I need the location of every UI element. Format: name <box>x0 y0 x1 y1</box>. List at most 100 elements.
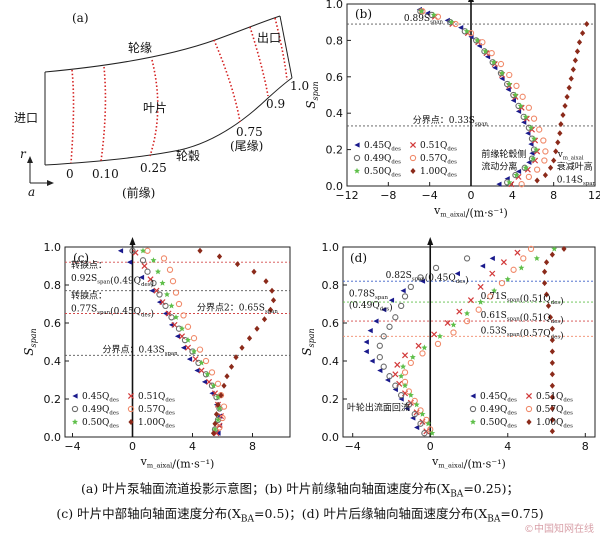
panel-d-legend-label-3-main: 0.57Q <box>536 405 563 415</box>
panel-c-legend-label-2-sub: des <box>109 411 119 417</box>
panel-c-s5-point-20 <box>210 430 217 437</box>
panel-c-s4-point-2 <box>155 268 161 275</box>
panel-d-xtick-label-2: 4 <box>504 440 511 453</box>
panel-b-ytick-label-0: 0.0 <box>326 180 344 193</box>
panel-b-ref-label-0: 0.89Sspan <box>404 14 444 26</box>
panel-d-legend-label-5: 1.00Qdes <box>536 418 573 430</box>
panel-b-xtick-label-1: −8 <box>380 189 396 202</box>
panel-c-ylabel-sub: span <box>29 328 38 347</box>
panel-c-zero-axis-arrowhead <box>129 237 136 245</box>
panel-b-s5-point-18 <box>534 177 540 184</box>
panel-b-legend-label-0: 0.45Qdes <box>364 141 401 153</box>
panel-c-legend-label-5-sub: des <box>165 424 175 430</box>
panel-d-s1-point-8 <box>415 342 422 349</box>
panel-b-legend-label-5-sub: des <box>447 173 457 179</box>
panel-d-s5-point-5 <box>543 291 550 298</box>
panel-d-s4-point-6 <box>464 310 471 317</box>
panel-d-ref-label-3-tail-sub: des <box>551 334 561 340</box>
panel-d-legend-marker-0 <box>470 393 476 399</box>
panel-b-legend-label-4-main: 0.50Q <box>364 167 391 177</box>
panel-b-annotation-3: 0.14Sspan <box>557 175 597 187</box>
panel-d-s1-point-6-b <box>444 319 451 327</box>
panel-d-s5-point-9 <box>549 337 555 344</box>
panel-c-legend-marker-1-b <box>127 392 135 400</box>
panel-b-s5-point-11 <box>558 121 564 128</box>
panel-d-ref-label-2-main: 0.61S <box>481 311 507 321</box>
panel-c-s0-point-8 <box>180 345 187 351</box>
panel-c-s3-point-3 <box>169 278 177 285</box>
panel-b-s3-point-9 <box>519 93 526 100</box>
tick-label-09: 0.9 <box>266 97 285 111</box>
tick-label-010: 0.10 <box>92 167 119 181</box>
panel-b-xlabel-sub: m_aixal <box>440 211 465 219</box>
panel-b-xtick-label-4: 4 <box>509 189 516 202</box>
panel-b-legend-label-2-main: 0.49Q <box>364 154 391 164</box>
panel-c-s2-point-1 <box>139 257 147 264</box>
panel-d-s1-point-5-b <box>456 308 463 315</box>
panel-c-ref-label-2: 分界点2：0.65Sspan <box>197 303 278 316</box>
panel-d-ytick-label-3: 0.6 <box>322 317 340 330</box>
panel-c-s3-point-15 <box>219 414 226 422</box>
panel-b-annotation-4-sub: m_aixal <box>563 155 584 161</box>
panel-b-s0-point-3 <box>458 25 464 31</box>
panel-b-legend-marker-1-b <box>409 141 417 149</box>
panel-d-ref-label-3-sub: span <box>507 332 520 338</box>
panel-d-series-3 <box>401 245 535 433</box>
panel-b-s0-point-9 <box>505 86 511 93</box>
panel-c-s2-point-4 <box>156 291 163 298</box>
panel-d-legend-label-4-sub: des <box>507 424 517 430</box>
panel-c-s1-point-4-b <box>159 299 166 306</box>
panel-c-xlabel-main: v <box>140 455 148 468</box>
shroud-wall-line <box>44 15 281 73</box>
panel-c-s2-point-3 <box>150 279 157 287</box>
panel-b-ref-label-1-main: 分界点：0.33S <box>413 115 475 126</box>
station-010 <box>100 66 107 162</box>
panel-c-s4-point-15 <box>215 416 221 423</box>
panel-b-s1-point-17-b <box>515 173 522 180</box>
panel-d-xlabel-sub: m_aixal <box>438 462 463 470</box>
panel-d-s0-point-1 <box>479 263 486 269</box>
panel-d-s3-point-2 <box>510 266 517 273</box>
caption-1-text: (a) 叶片泵轴面流道投影示意图；(b) 叶片前缘轴向轴面速度分布(X <box>81 481 451 496</box>
panel-c-s5-point-4 <box>263 278 269 285</box>
panel-c-s1-point-6-b <box>171 321 178 328</box>
panel-d-s1-point-6 <box>444 319 451 327</box>
panel-d-s4-point-3 <box>504 276 511 282</box>
panel-d-s1-point-7-b <box>431 331 438 338</box>
tick-label-10: 1.0 <box>290 79 309 93</box>
panel-c-xtick-label-2: 4 <box>189 440 196 453</box>
panel-d-s5-point-1 <box>549 251 555 258</box>
panel-c-legend-label-2: 0.49Qdes <box>82 405 119 417</box>
panel-d-s0-point-9 <box>363 339 369 345</box>
panel-b-legend-label-5: 1.00Qdes <box>420 167 457 179</box>
panel-d-legend-label-1: 0.51Qdes <box>536 392 573 404</box>
panel-c-s1-point-1-b <box>141 262 148 270</box>
panel-c-s1-point-11-b <box>205 378 213 385</box>
panel-b-ylabel-sub: span <box>311 81 320 100</box>
panel-b-s4-point-14 <box>533 146 540 153</box>
panel-d-s2-point-8 <box>380 333 387 340</box>
panel-d-plot-frame <box>342 246 596 438</box>
panel-c-s5-point-0 <box>197 247 203 254</box>
panel-b-s1-point-18-b <box>508 181 515 188</box>
panel-c-ylabel-main: S <box>22 347 36 355</box>
panel-b-s5-point-3 <box>574 48 581 55</box>
panel-b-s5-point-15 <box>551 157 557 164</box>
panel-c-s1-point-0 <box>132 249 139 256</box>
panel-c-s2-point-2 <box>144 268 151 275</box>
panel-d-legend-label-2-sub: des <box>507 411 517 417</box>
panel-c-xlabel-sub: m_aixal <box>147 462 172 470</box>
panel-c-s4-point-13 <box>215 393 221 400</box>
panel-d-ytick-label-0: 0.0 <box>322 431 340 444</box>
panel-d-s1-point-1-b <box>500 259 507 266</box>
panel-c-s4-point-10 <box>198 359 205 366</box>
panel-b-s3-point-12 <box>536 126 543 133</box>
panel-d-ref-label-0: 0.82Sspan(0.45Qdes) <box>386 271 469 286</box>
panel-d-s3-point-6 <box>463 317 471 325</box>
panel-d-xtick-label-3: 8 <box>582 440 589 453</box>
trailing-edge-label: (尾缘) <box>230 139 263 153</box>
panel-c-s2-point-5 <box>162 302 169 310</box>
tick-label-0: 0 <box>66 167 74 181</box>
panel-d-s4-point-16 <box>419 411 426 417</box>
